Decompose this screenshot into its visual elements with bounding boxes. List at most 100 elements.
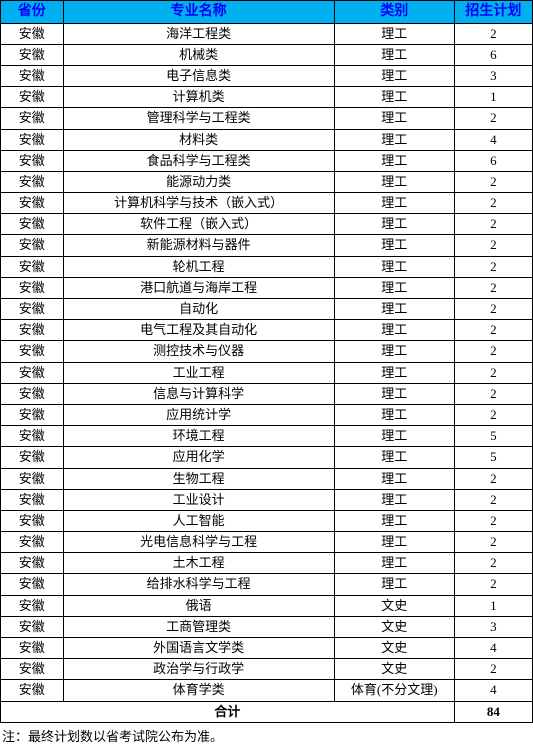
enrollment-table: 省份 专业名称 类别 招生计划 安徽海洋工程类理工2安徽机械类理工6安徽电子信息… [0,0,533,723]
cell-category: 理工 [334,383,454,404]
table-row: 安徽海洋工程类理工2 [1,23,533,44]
cell-province: 安徽 [1,553,64,574]
cell-major: 应用统计学 [63,404,334,425]
cell-province: 安徽 [1,87,64,108]
cell-category: 文史 [334,595,454,616]
header-plan: 招生计划 [454,1,532,24]
cell-category: 理工 [334,404,454,425]
cell-plan: 2 [454,341,532,362]
cell-plan: 2 [454,362,532,383]
cell-major: 计算机科学与技术（嵌入式） [63,193,334,214]
cell-major: 测控技术与仪器 [63,341,334,362]
cell-province: 安徽 [1,108,64,129]
cell-major: 环境工程 [63,426,334,447]
cell-province: 安徽 [1,680,64,701]
cell-category: 理工 [334,574,454,595]
cell-plan: 2 [454,553,532,574]
table-row: 安徽土木工程理工2 [1,553,533,574]
table-row: 安徽计算机类理工1 [1,87,533,108]
table-row: 安徽轮机工程理工2 [1,256,533,277]
table-row: 安徽光电信息科学与工程理工2 [1,532,533,553]
cell-plan: 2 [454,214,532,235]
table-row: 安徽政治学与行政学文史2 [1,659,533,680]
cell-province: 安徽 [1,256,64,277]
cell-major: 工业设计 [63,489,334,510]
cell-plan: 2 [454,404,532,425]
cell-major: 软件工程（嵌入式） [63,214,334,235]
cell-major: 电气工程及其自动化 [63,320,334,341]
cell-province: 安徽 [1,532,64,553]
cell-province: 安徽 [1,150,64,171]
header-row: 省份 专业名称 类别 招生计划 [1,1,533,24]
table-row: 安徽软件工程（嵌入式）理工2 [1,214,533,235]
cell-plan: 2 [454,532,532,553]
cell-province: 安徽 [1,404,64,425]
cell-plan: 2 [454,235,532,256]
cell-plan: 2 [454,23,532,44]
cell-plan: 6 [454,150,532,171]
table-row: 安徽应用统计学理工2 [1,404,533,425]
cell-major: 光电信息科学与工程 [63,532,334,553]
total-label: 合计 [1,701,455,722]
table-row: 安徽工业工程理工2 [1,362,533,383]
cell-category: 理工 [334,489,454,510]
cell-major: 应用化学 [63,447,334,468]
cell-category: 理工 [334,510,454,531]
cell-major: 信息与计算科学 [63,383,334,404]
cell-plan: 4 [454,638,532,659]
cell-major: 体育学类 [63,680,334,701]
cell-plan: 2 [454,489,532,510]
cell-province: 安徽 [1,659,64,680]
cell-category: 理工 [334,362,454,383]
cell-plan: 1 [454,595,532,616]
cell-major: 政治学与行政学 [63,659,334,680]
cell-province: 安徽 [1,362,64,383]
table-row: 安徽新能源材料与器件理工2 [1,235,533,256]
table-row: 安徽自动化理工2 [1,299,533,320]
cell-major: 海洋工程类 [63,23,334,44]
table-row: 安徽测控技术与仪器理工2 [1,341,533,362]
cell-major: 人工智能 [63,510,334,531]
table-row: 安徽应用化学理工5 [1,447,533,468]
cell-major: 外国语言文学类 [63,638,334,659]
cell-major: 生物工程 [63,468,334,489]
table-row: 安徽食品科学与工程类理工6 [1,150,533,171]
cell-plan: 1 [454,87,532,108]
cell-category: 理工 [334,214,454,235]
table-row: 安徽俄语文史1 [1,595,533,616]
cell-province: 安徽 [1,574,64,595]
cell-province: 安徽 [1,193,64,214]
cell-province: 安徽 [1,320,64,341]
cell-category: 理工 [334,65,454,86]
table-row: 安徽材料类理工4 [1,129,533,150]
cell-category: 理工 [334,320,454,341]
cell-major: 轮机工程 [63,256,334,277]
table-row: 安徽生物工程理工2 [1,468,533,489]
cell-province: 安徽 [1,23,64,44]
cell-plan: 2 [454,256,532,277]
table-row: 安徽外国语言文学类文史4 [1,638,533,659]
table-row: 安徽电子信息类理工3 [1,65,533,86]
cell-province: 安徽 [1,44,64,65]
table-row: 安徽工业设计理工2 [1,489,533,510]
cell-province: 安徽 [1,510,64,531]
cell-category: 理工 [334,277,454,298]
cell-province: 安徽 [1,595,64,616]
cell-category: 理工 [334,193,454,214]
cell-major: 机械类 [63,44,334,65]
cell-category: 体育(不分文理) [334,680,454,701]
cell-major: 港口航道与海岸工程 [63,277,334,298]
table-row: 安徽环境工程理工5 [1,426,533,447]
cell-plan: 2 [454,510,532,531]
cell-category: 理工 [334,468,454,489]
cell-plan: 5 [454,447,532,468]
cell-category: 理工 [334,341,454,362]
cell-plan: 2 [454,468,532,489]
cell-province: 安徽 [1,277,64,298]
cell-category: 理工 [334,108,454,129]
cell-category: 文史 [334,659,454,680]
cell-category: 理工 [334,426,454,447]
cell-category: 理工 [334,171,454,192]
cell-category: 文史 [334,616,454,637]
cell-province: 安徽 [1,214,64,235]
